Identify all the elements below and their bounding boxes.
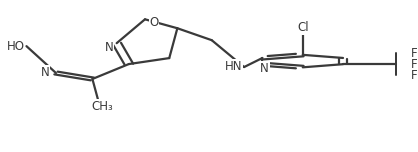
Text: HN: HN xyxy=(224,60,242,73)
Text: F: F xyxy=(411,69,418,82)
Text: CH₃: CH₃ xyxy=(92,100,113,113)
Text: HO: HO xyxy=(6,40,24,53)
Text: N: N xyxy=(105,41,114,54)
Text: F: F xyxy=(411,47,418,59)
Text: N: N xyxy=(41,66,49,79)
Text: Cl: Cl xyxy=(297,21,308,35)
Text: F: F xyxy=(411,58,418,71)
Text: N: N xyxy=(260,62,269,75)
Text: O: O xyxy=(149,16,158,29)
